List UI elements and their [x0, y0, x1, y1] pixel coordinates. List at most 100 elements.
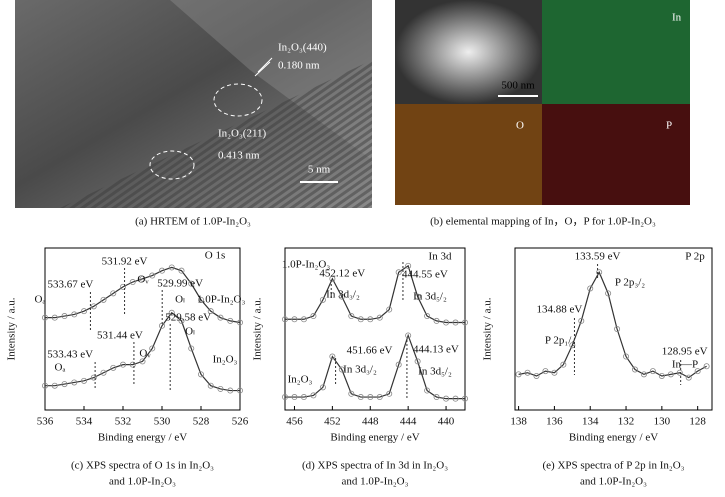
caption: and 1.0P-In₂O₃ [580, 476, 647, 488]
annotation: Oᵥ [137, 274, 149, 286]
data-point [685, 374, 692, 381]
x-axis-label: Binding energy / eV [330, 432, 419, 444]
x-tick-label: 136 [546, 416, 563, 428]
annotation: Oₗ [175, 294, 185, 306]
x-tick-label: 138 [510, 416, 527, 428]
data-point [149, 272, 156, 279]
data-point [139, 275, 146, 282]
data-point [120, 361, 127, 368]
annotation: In₂O₃ [288, 374, 313, 386]
data-point [129, 279, 136, 286]
x-axis-label: Binding energy / eV [569, 432, 658, 444]
data-point [386, 306, 393, 313]
annotation: P 2p [685, 251, 705, 263]
data-point [300, 316, 307, 323]
data-point [236, 319, 243, 326]
data-point [149, 345, 156, 352]
caption: and 1.0P-In₂O₃ [109, 476, 176, 488]
plot-frame [44, 247, 241, 411]
x-tick-label: 440 [438, 416, 455, 428]
annotation: In₂O₃(211) [218, 128, 267, 140]
x-tick-label: 132 [618, 416, 635, 428]
data-point [61, 381, 68, 388]
caption: (b) elemental mapping of In，O，P for 1.0P… [430, 216, 656, 228]
plot-frame [284, 247, 466, 411]
element-label: P [666, 120, 672, 132]
data-point [51, 314, 58, 321]
data-point [414, 358, 421, 365]
data-point [452, 319, 459, 326]
annotation: In₂O₃(440) [278, 42, 327, 54]
peak-label: 452.12 eV [319, 268, 365, 280]
data-point [649, 368, 656, 375]
data-point [515, 371, 522, 378]
data-point [90, 303, 97, 310]
y-axis-label: Intensity / a.u. [482, 297, 494, 360]
caption: (a) HRTEM of 1.0P-In₂O₃ [135, 216, 251, 228]
data-point [569, 342, 576, 349]
data-point [100, 369, 107, 376]
data-point [329, 275, 336, 282]
hrtem-image: In₂O₃(440) 0.180 nm In₂O₃(211) 0.413 nm … [15, 0, 372, 208]
x-tick-label: 128 [689, 416, 706, 428]
data-point [631, 366, 638, 373]
data-point [376, 314, 383, 321]
data-point [158, 267, 165, 274]
data-point [560, 361, 567, 368]
data-point [386, 390, 393, 397]
peak-label: 529.99 eV [157, 278, 203, 290]
annotation: In 3d₅/₂ [418, 366, 452, 378]
data-point [357, 394, 364, 401]
x-tick-label: 134 [582, 416, 599, 428]
x-tick-label: 452 [324, 416, 341, 428]
annotation: 1.0P-In₂O₃ [197, 294, 245, 306]
x-tick-label: 530 [154, 416, 171, 428]
x-tick-label: 528 [193, 416, 210, 428]
data-point [667, 371, 674, 378]
data-point [217, 385, 224, 392]
annotation: Oᵥ [139, 348, 151, 360]
data-point [310, 313, 317, 320]
peak-label: 531.92 eV [102, 256, 148, 268]
data-point [376, 394, 383, 401]
data-point [100, 296, 107, 303]
x-tick-label: 130 [654, 416, 671, 428]
annotation: 1.0P-In₂O₃ [282, 259, 330, 271]
data-point [71, 311, 78, 318]
data-point [319, 296, 326, 303]
data-point [281, 316, 288, 323]
data-point [461, 319, 468, 326]
data-point [42, 314, 49, 321]
element-label: O [516, 120, 524, 132]
data-point [81, 308, 88, 315]
data-point [207, 382, 214, 389]
element-label: In [672, 12, 682, 24]
peak-label: 128.95 eV [662, 346, 708, 358]
data-point [129, 361, 136, 368]
x-tick-label: 534 [76, 416, 93, 428]
data-point [443, 395, 450, 402]
peak-label: 444.55 eV [402, 269, 448, 281]
data-point [414, 293, 421, 300]
data-point [424, 387, 431, 394]
spectrum-line [518, 270, 707, 379]
annotation: In₂O₃ [213, 354, 238, 366]
data-point [676, 369, 683, 376]
data-point [281, 394, 288, 401]
data-point [168, 309, 175, 316]
data-point [51, 382, 58, 389]
spectrum-line [45, 266, 241, 324]
data-point [197, 371, 204, 378]
data-point [461, 395, 468, 402]
peak-label: 531.44 eV [97, 330, 143, 342]
data-point [348, 313, 355, 320]
x-tick-label: 532 [115, 416, 132, 428]
data-point [658, 372, 665, 379]
data-point [110, 364, 117, 371]
data-point [395, 269, 402, 276]
annotation: In 3d [429, 251, 452, 263]
annotation: In 3d₃/₂ [326, 289, 360, 301]
caption: (d) XPS spectra of In 3d in In₂O₃ [302, 460, 448, 472]
data-point [236, 387, 243, 394]
data-point [90, 374, 97, 381]
